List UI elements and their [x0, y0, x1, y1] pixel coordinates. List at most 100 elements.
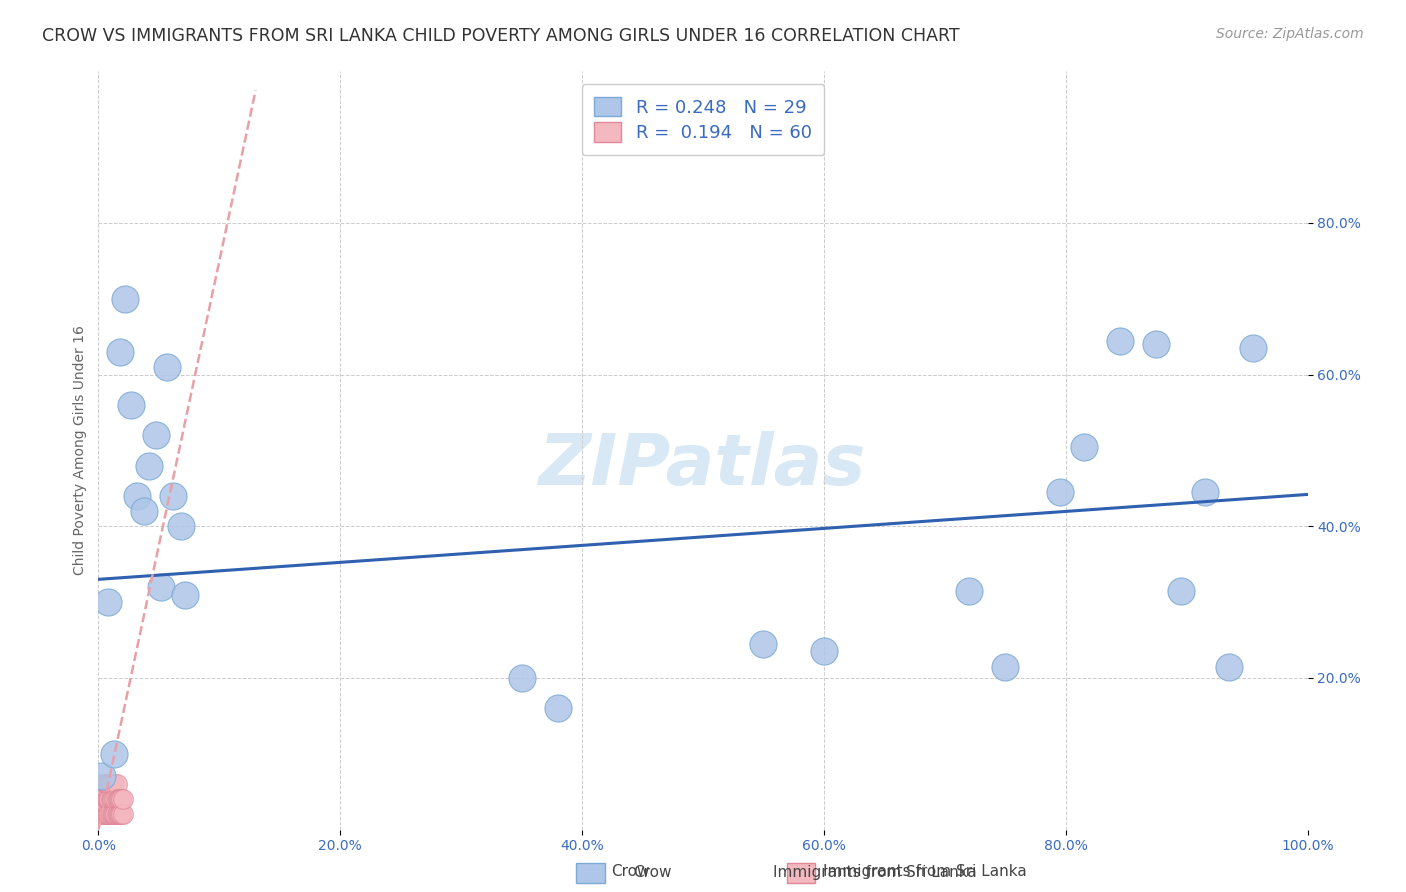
- Point: [100, 777, 122, 791]
- Point: [108, 807, 131, 822]
- Point: [108, 807, 131, 822]
- Point: [90, 785, 112, 799]
- Point: [93, 800, 115, 814]
- Text: ZIPatlas: ZIPatlas: [540, 431, 866, 500]
- Point: [547, 701, 569, 715]
- Point: [1194, 485, 1216, 500]
- Point: [91, 800, 114, 814]
- Point: [91, 800, 114, 814]
- Point: [1109, 334, 1132, 348]
- Point: [104, 807, 127, 822]
- Point: [1146, 337, 1168, 351]
- Point: [105, 792, 128, 806]
- Point: [103, 807, 125, 822]
- Point: [111, 792, 134, 806]
- Point: [169, 519, 191, 533]
- Point: [91, 807, 114, 822]
- Point: [114, 292, 136, 306]
- Point: [89, 800, 111, 814]
- Legend: R = 0.248   N = 29, R =  0.194   N = 60: R = 0.248 N = 29, R = 0.194 N = 60: [582, 84, 824, 154]
- Point: [94, 800, 117, 814]
- Point: [994, 659, 1017, 673]
- Point: [97, 807, 120, 822]
- Point: [97, 792, 120, 806]
- Point: [94, 785, 117, 799]
- Text: Source: ZipAtlas.com: Source: ZipAtlas.com: [1216, 27, 1364, 41]
- Point: [110, 792, 132, 806]
- Point: [103, 792, 125, 806]
- Point: [96, 792, 118, 806]
- Point: [94, 807, 117, 822]
- Bar: [576, 863, 605, 883]
- Point: [510, 671, 533, 685]
- Point: [98, 777, 121, 791]
- Point: [94, 777, 117, 791]
- Point: [110, 807, 132, 822]
- Point: [127, 489, 149, 503]
- Point: [1049, 485, 1071, 500]
- Text: Immigrants from Sri Lanka: Immigrants from Sri Lanka: [823, 864, 1026, 880]
- Point: [97, 595, 120, 609]
- Point: [100, 807, 122, 822]
- Point: [1218, 659, 1240, 673]
- Point: [93, 807, 115, 822]
- Text: Immigrants from Sri Lanka: Immigrants from Sri Lanka: [773, 865, 977, 880]
- Point: [89, 785, 111, 799]
- Point: [104, 792, 127, 806]
- Point: [94, 792, 117, 806]
- Point: [103, 777, 125, 791]
- Point: [105, 807, 128, 822]
- Point: [105, 777, 128, 791]
- Point: [96, 807, 118, 822]
- Point: [100, 792, 122, 806]
- Point: [145, 428, 167, 442]
- Point: [1073, 440, 1095, 454]
- Point: [91, 785, 114, 799]
- Point: [96, 777, 118, 791]
- Point: [957, 583, 980, 598]
- Point: [174, 588, 197, 602]
- Text: Crow: Crow: [633, 865, 671, 880]
- Point: [1170, 583, 1192, 598]
- Point: [138, 458, 160, 473]
- Point: [91, 807, 114, 822]
- Text: CROW VS IMMIGRANTS FROM SRI LANKA CHILD POVERTY AMONG GIRLS UNDER 16 CORRELATION: CROW VS IMMIGRANTS FROM SRI LANKA CHILD …: [42, 27, 960, 45]
- Point: [91, 777, 114, 791]
- Point: [108, 344, 131, 359]
- Point: [91, 777, 114, 791]
- Point: [89, 792, 111, 806]
- Point: [150, 580, 173, 594]
- Point: [91, 792, 114, 806]
- Text: Crow: Crow: [612, 864, 650, 880]
- Point: [120, 398, 142, 412]
- Point: [91, 769, 114, 784]
- Point: [162, 489, 184, 503]
- Point: [93, 777, 115, 791]
- Point: [134, 504, 156, 518]
- Point: [98, 792, 121, 806]
- Point: [108, 792, 131, 806]
- Point: [107, 792, 129, 806]
- Point: [813, 644, 835, 658]
- Point: [98, 807, 121, 822]
- Point: [93, 785, 115, 799]
- Point: [91, 792, 114, 806]
- Point: [90, 792, 112, 806]
- Point: [1241, 341, 1264, 355]
- Point: [103, 747, 125, 761]
- Point: [108, 792, 131, 806]
- Point: [97, 777, 120, 791]
- Point: [100, 807, 122, 822]
- Point: [100, 792, 122, 806]
- Point: [93, 792, 115, 806]
- Point: [100, 777, 122, 791]
- Point: [156, 359, 179, 375]
- Point: [111, 807, 134, 822]
- Point: [101, 792, 124, 806]
- Bar: [787, 863, 815, 883]
- Point: [90, 800, 112, 814]
- Point: [752, 637, 775, 651]
- Y-axis label: Child Poverty Among Girls Under 16: Child Poverty Among Girls Under 16: [73, 326, 87, 575]
- Point: [101, 807, 124, 822]
- Point: [107, 807, 129, 822]
